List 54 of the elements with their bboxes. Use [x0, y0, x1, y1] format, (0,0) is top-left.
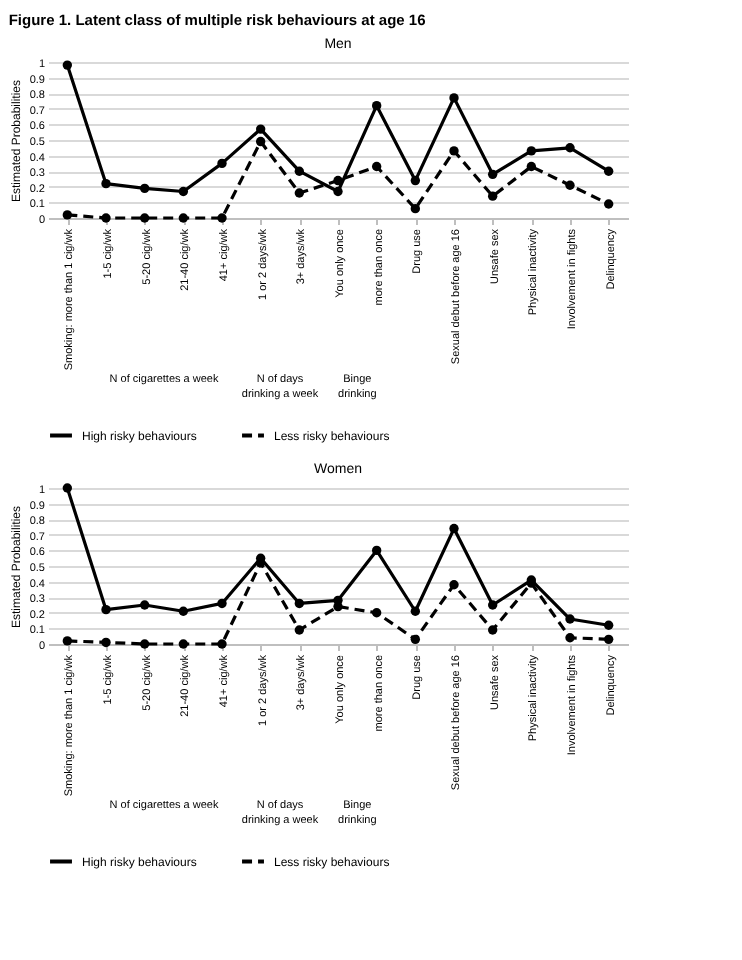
point [294, 625, 305, 635]
point [217, 213, 227, 223]
point [410, 606, 421, 616]
point [449, 146, 459, 156]
point [178, 213, 189, 223]
point [603, 166, 614, 176]
point [217, 158, 227, 169]
point [603, 634, 614, 644]
point [410, 634, 421, 644]
point [178, 639, 189, 649]
point [101, 213, 111, 223]
point [565, 614, 575, 624]
point [449, 580, 459, 590]
point [487, 625, 498, 635]
point [371, 545, 382, 556]
point [294, 166, 305, 176]
point [526, 146, 537, 156]
point [410, 203, 421, 214]
point [217, 598, 227, 609]
point [294, 188, 305, 198]
point [487, 169, 498, 179]
point [410, 175, 421, 186]
point [101, 637, 111, 648]
point [565, 143, 575, 153]
point [371, 101, 382, 111]
point [62, 210, 73, 220]
point [565, 180, 575, 190]
point [371, 608, 382, 618]
point [62, 483, 73, 493]
point [255, 136, 266, 147]
point [333, 186, 343, 197]
point [565, 633, 575, 643]
point [139, 639, 150, 649]
point [487, 191, 498, 201]
point [333, 175, 343, 186]
point [371, 161, 382, 172]
point [449, 523, 459, 534]
point [255, 124, 266, 134]
point [101, 179, 111, 189]
point [139, 213, 150, 223]
point [62, 636, 73, 646]
point [526, 161, 537, 172]
point [603, 199, 614, 209]
point [603, 620, 614, 630]
point [449, 93, 459, 103]
point [487, 600, 498, 610]
point [139, 183, 150, 194]
point [294, 598, 305, 609]
point [139, 600, 150, 610]
point [217, 639, 227, 649]
point [101, 605, 111, 615]
point [178, 186, 189, 197]
point [62, 60, 73, 70]
point [178, 606, 189, 616]
